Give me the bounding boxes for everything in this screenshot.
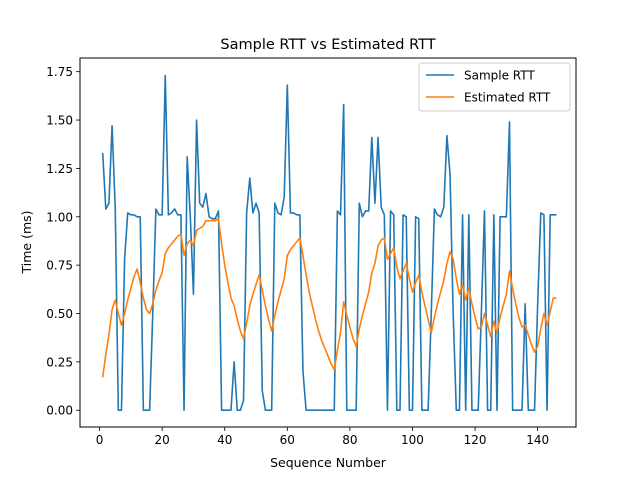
y-axis: 0.00 0.25 0.50 0.75 1.00 1.25 1.50 1.75 [46,65,80,418]
y-tick-label: 0.50 [46,307,73,321]
x-tick-label: 20 [155,433,170,447]
y-tick-label: 1.50 [46,114,73,128]
series-line-sample-rtt [101,74,557,412]
y-tick-label: 0.00 [46,404,73,418]
x-axis-label: Sequence Number [270,455,387,470]
y-tick-label: 0.25 [46,355,73,369]
x-tick-label: 100 [401,433,424,447]
y-tick-label: 1.00 [46,210,73,224]
x-tick-label: 80 [342,433,357,447]
x-tick-label: 40 [217,433,232,447]
x-tick-label: 140 [526,433,549,447]
legend-box [418,62,571,112]
chart-title: Sample RTT vs Estimated RTT [220,37,435,53]
series-line-estimated-rtt [101,217,557,378]
legend-label-estimated-rtt: Estimated RTT [464,91,551,105]
x-axis: 0 20 40 60 80 100 120 140 [96,427,549,447]
y-tick-label: 1.75 [46,65,73,79]
y-tick-label: 1.25 [46,162,73,176]
x-tick-label: 0 [96,433,104,447]
x-tick-label: 60 [280,433,295,447]
x-tick-label: 120 [464,433,487,447]
plot-frame [79,57,577,428]
series-layer [101,74,557,412]
y-axis-label: Time (ms) [19,210,34,274]
legend-label-sample-rtt: Sample RTT [464,69,535,83]
legend: Sample RTT Estimated RTT [418,62,571,112]
y-tick-label: 0.75 [46,259,73,273]
